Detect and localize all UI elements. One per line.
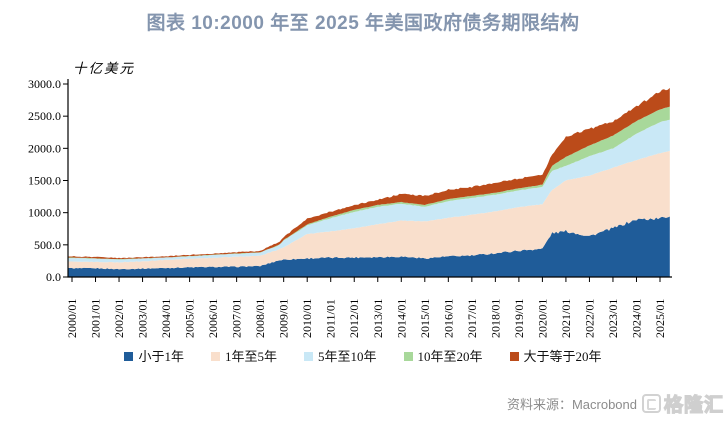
stacked-area-chart: 0.0 500.0 1000.0 1500.0 2000.0 2500.0 3000.0 20… <box>28 61 672 338</box>
chart-title: 图表 10:2000 年至 2025 年美国政府债务期限结构 <box>146 13 580 34</box>
legend-item-1: 1年至5年 <box>210 348 277 364</box>
y-tick-label: 0.0 <box>46 270 61 284</box>
x-tick-label: 2021/01 <box>559 299 573 338</box>
legend-item-3: 10年至20年 <box>403 348 483 364</box>
y-tick-label: 1000.0 <box>28 206 61 220</box>
x-tick-label: 2018/01 <box>488 299 502 338</box>
y-tick-label: 2500.0 <box>28 109 61 123</box>
area-band-2 <box>68 119 670 263</box>
area-band-1 <box>68 151 670 270</box>
x-tick-label: 2013/01 <box>371 299 385 338</box>
x-tick-label: 2008/01 <box>253 299 267 338</box>
x-tick-label: 2006/01 <box>206 299 220 338</box>
x-tick-label: 2023/01 <box>606 299 620 338</box>
legend-item-4: 大于等于20年 <box>509 348 602 364</box>
legend-swatch-icon <box>303 351 313 361</box>
area-band-0 <box>68 216 670 277</box>
x-tick-label: 2012/01 <box>347 299 361 338</box>
x-tick-label: 2005/01 <box>183 299 197 338</box>
gelonghui-logo-icon <box>641 393 661 413</box>
legend-label: 1年至5年 <box>224 348 277 364</box>
gelonghui-watermark: 格隆汇 <box>637 390 724 416</box>
x-tick-label: 2017/01 <box>465 299 479 338</box>
watermark-text: 格隆汇 <box>663 394 724 416</box>
x-tick-label: 2001/01 <box>89 299 103 338</box>
y-tick-label: 2000.0 <box>28 141 61 155</box>
x-tick-label: 2024/01 <box>629 299 643 338</box>
y-axis-unit-label: 十亿美元 <box>73 61 135 76</box>
x-tick-label: 2004/01 <box>159 299 173 338</box>
y-tick-label: 500.0 <box>34 238 61 252</box>
legend-swatch-icon <box>509 351 519 361</box>
legend-item-2: 5年至10年 <box>303 348 377 364</box>
chart-legend: 小于1年 1年至5年 5年至10年 10年至20年 大于等于20年 <box>0 346 726 366</box>
legend-item-0: 小于1年 <box>124 350 184 363</box>
y-tick-label: 1500.0 <box>28 174 61 188</box>
legend-label: 5年至10年 <box>317 348 377 364</box>
x-tick-label: 2020/01 <box>535 299 549 338</box>
x-tick-label: 2022/01 <box>582 299 596 338</box>
x-tick-label: 2019/01 <box>512 299 526 338</box>
x-tick-label: 2025/01 <box>653 299 667 338</box>
legend-label: 10年至20年 <box>417 348 483 364</box>
x-tick-label: 2009/01 <box>277 299 291 338</box>
legend-swatch-icon <box>403 351 413 361</box>
legend-swatch-icon <box>124 351 134 361</box>
legend-label: 大于等于20年 <box>523 348 602 364</box>
legend-swatch-icon <box>210 351 220 361</box>
y-tick-label: 3000.0 <box>28 77 61 91</box>
x-tick-label: 2016/01 <box>441 299 455 338</box>
x-tick-label: 2003/01 <box>136 299 150 338</box>
x-tick-label: 2011/01 <box>324 299 338 338</box>
x-tick-label: 2000/01 <box>65 299 79 338</box>
x-tick-label: 2010/01 <box>300 299 314 338</box>
x-tick-label: 2007/01 <box>230 299 244 338</box>
x-tick-label: 2002/01 <box>112 299 126 338</box>
legend-label: 小于1年 <box>138 348 184 364</box>
x-tick-label: 2015/01 <box>418 299 432 338</box>
x-tick-label: 2014/01 <box>394 299 408 338</box>
